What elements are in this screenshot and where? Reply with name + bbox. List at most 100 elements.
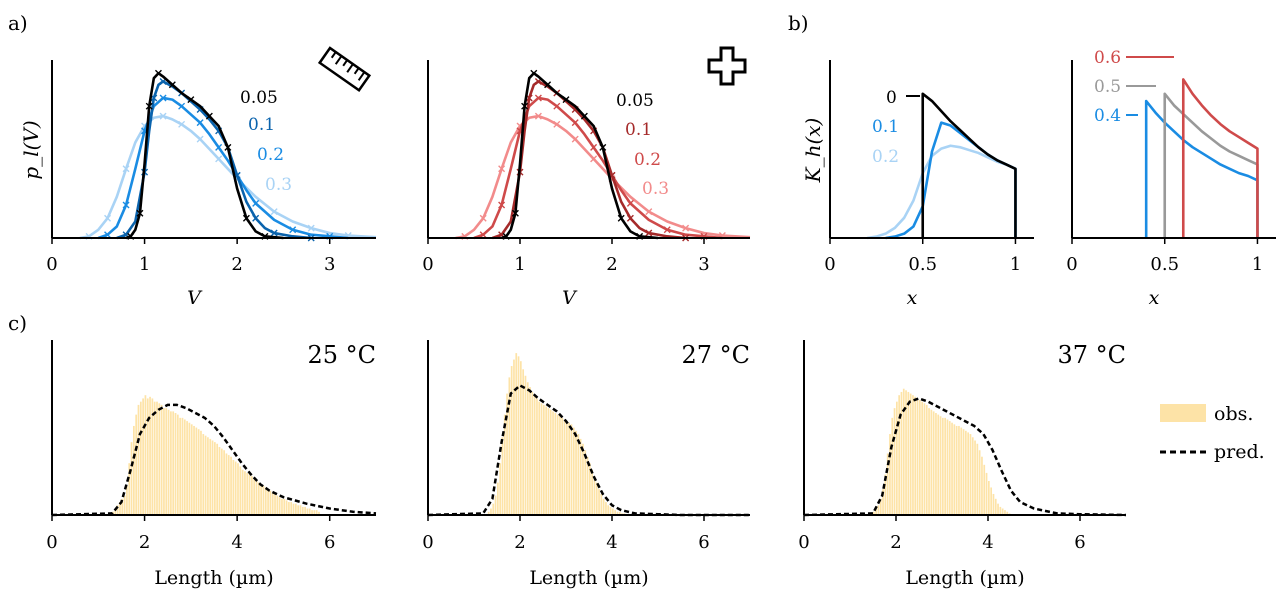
c1-hist-bar xyxy=(304,506,306,515)
a-left-marker xyxy=(154,69,162,77)
c1-hist-bar xyxy=(126,485,128,515)
b-right-series-0.6 xyxy=(1181,78,1259,238)
c1-hist-bar xyxy=(128,463,131,515)
c3-hist-bar xyxy=(951,422,953,515)
b-left-tick-label: 0.5 xyxy=(908,254,937,275)
b-right-xlabel: x xyxy=(1149,287,1160,309)
chart-b-left: 0 0.1 0.2 0 0.5 1 x xyxy=(824,60,1034,309)
a-left-marker xyxy=(252,214,260,222)
legend-pred-label: pred. xyxy=(1214,441,1265,463)
c3-hist-bar xyxy=(889,434,891,515)
c1-hist-bar xyxy=(283,498,286,515)
c3-hist-bar xyxy=(978,450,981,515)
c3-hist-bar xyxy=(985,472,988,515)
b-left-xlabel: x xyxy=(907,287,918,309)
legend-obs-swatch xyxy=(1160,404,1206,422)
b-left-ylabel: K_h(x) xyxy=(801,118,825,184)
c1-hist-bar xyxy=(262,485,265,515)
c2-tick-label: 6 xyxy=(698,532,709,553)
c1-hist-bar xyxy=(160,404,163,515)
c3-hist-bar xyxy=(958,425,960,515)
a-left-series-0.1 xyxy=(116,80,312,240)
a-left-marker xyxy=(196,135,204,143)
c3-hist-bar xyxy=(907,391,910,515)
c3-hist-bar xyxy=(944,417,946,515)
c2-hist-bar xyxy=(572,427,575,515)
c1-hist-bar xyxy=(116,505,119,515)
c2-hist-bar xyxy=(538,401,541,515)
c1-hist-bar xyxy=(179,417,181,515)
c1-hist-bar xyxy=(311,510,313,515)
c2-hist-bar xyxy=(605,502,607,515)
a-right-xlabel: V xyxy=(562,287,578,309)
c2-hist-bar xyxy=(513,359,515,515)
a-right-marker xyxy=(530,69,538,77)
a-right-series-0.05 xyxy=(501,71,659,240)
c2-hist-bar xyxy=(554,413,557,515)
a-left-tick-label: 0 xyxy=(46,254,57,275)
c3-hist-bar xyxy=(992,493,995,515)
a-right-marker xyxy=(479,231,487,239)
c1-hist-bar xyxy=(225,453,228,515)
chart-a-right: 0.05 0.1 0.2 0.3 0 1 2 3 V xyxy=(422,60,751,309)
a-left-marker xyxy=(289,226,297,234)
c1-hist-bar xyxy=(216,443,219,515)
c1-hist-bar xyxy=(227,455,230,515)
c1-hist-bar xyxy=(285,500,288,515)
c3-hist-bar xyxy=(948,421,951,515)
b-right-series-label: 0.4 xyxy=(1094,106,1121,126)
a-left-marker xyxy=(307,224,315,232)
c1-hist-bar xyxy=(313,510,316,515)
c2-hist-bar xyxy=(589,463,591,515)
c1-hist-bar xyxy=(234,461,237,515)
chart-b-right: 0.6 0.5 0.4 0 0.5 1 x xyxy=(1066,48,1276,309)
b-left-series-label: 0.1 xyxy=(872,117,899,137)
b-right-series-label: 0.6 xyxy=(1094,48,1121,68)
c1-hist-bar xyxy=(174,413,177,515)
a-left-marker xyxy=(159,112,167,120)
a-right-marker xyxy=(617,214,625,222)
a-left-marker xyxy=(205,112,213,120)
c3-hist-bar xyxy=(875,508,877,515)
c1-hist-bar xyxy=(220,448,223,515)
a-right-marker xyxy=(521,102,529,110)
a-left-xlabel: V xyxy=(187,287,203,309)
c2-hist-bar xyxy=(529,387,531,515)
c1-hist-bar xyxy=(119,502,121,515)
c2-hist-bar xyxy=(545,406,547,515)
a-right-tick-label: 0 xyxy=(422,254,433,275)
c3-hist-bar xyxy=(937,414,940,515)
a-right-marker xyxy=(580,112,588,120)
a-right-marker xyxy=(511,209,519,217)
c3-hist-bar xyxy=(884,474,887,515)
c3-tick-label: 4 xyxy=(982,532,993,553)
panel-label-a: a) xyxy=(8,11,28,35)
c2-hist-bar xyxy=(561,417,564,515)
c2-title: 27 °C xyxy=(681,341,750,369)
c3-xlabel: Length (µm) xyxy=(905,567,1024,589)
c2-hist-bar xyxy=(591,469,593,515)
c3-hist-bar xyxy=(953,424,956,515)
c1-hist-bar xyxy=(114,508,117,515)
c1-hist-bar xyxy=(176,414,179,515)
c3-hist-bar xyxy=(921,401,923,515)
c2-hist-bar xyxy=(522,369,524,515)
c1-hist-bar xyxy=(297,505,300,515)
c3-hist-bar xyxy=(976,443,979,515)
c3-hist-bar xyxy=(999,506,1002,515)
c2-hist-bar xyxy=(503,414,506,515)
a-right-tick-label: 2 xyxy=(606,254,617,275)
chart-c3: 0 2 4 6 Length (µm) 37 °C xyxy=(798,340,1127,589)
c2-hist-bar xyxy=(570,424,573,515)
c3-hist-bar xyxy=(873,511,875,515)
c1-hist-bar xyxy=(186,421,188,515)
c2-hist-bar xyxy=(579,438,582,515)
chart-a-left: 0.05 0.1 0.2 0.3 0 1 2 3 V xyxy=(46,60,377,309)
c1-hist-bar xyxy=(153,401,156,515)
c1-xlabel: Length (µm) xyxy=(154,567,273,589)
c3-hist-bar xyxy=(919,400,921,515)
a-right-marker xyxy=(645,208,653,216)
c1-hist-bar xyxy=(204,435,207,515)
c2-hist-bar xyxy=(533,395,536,515)
